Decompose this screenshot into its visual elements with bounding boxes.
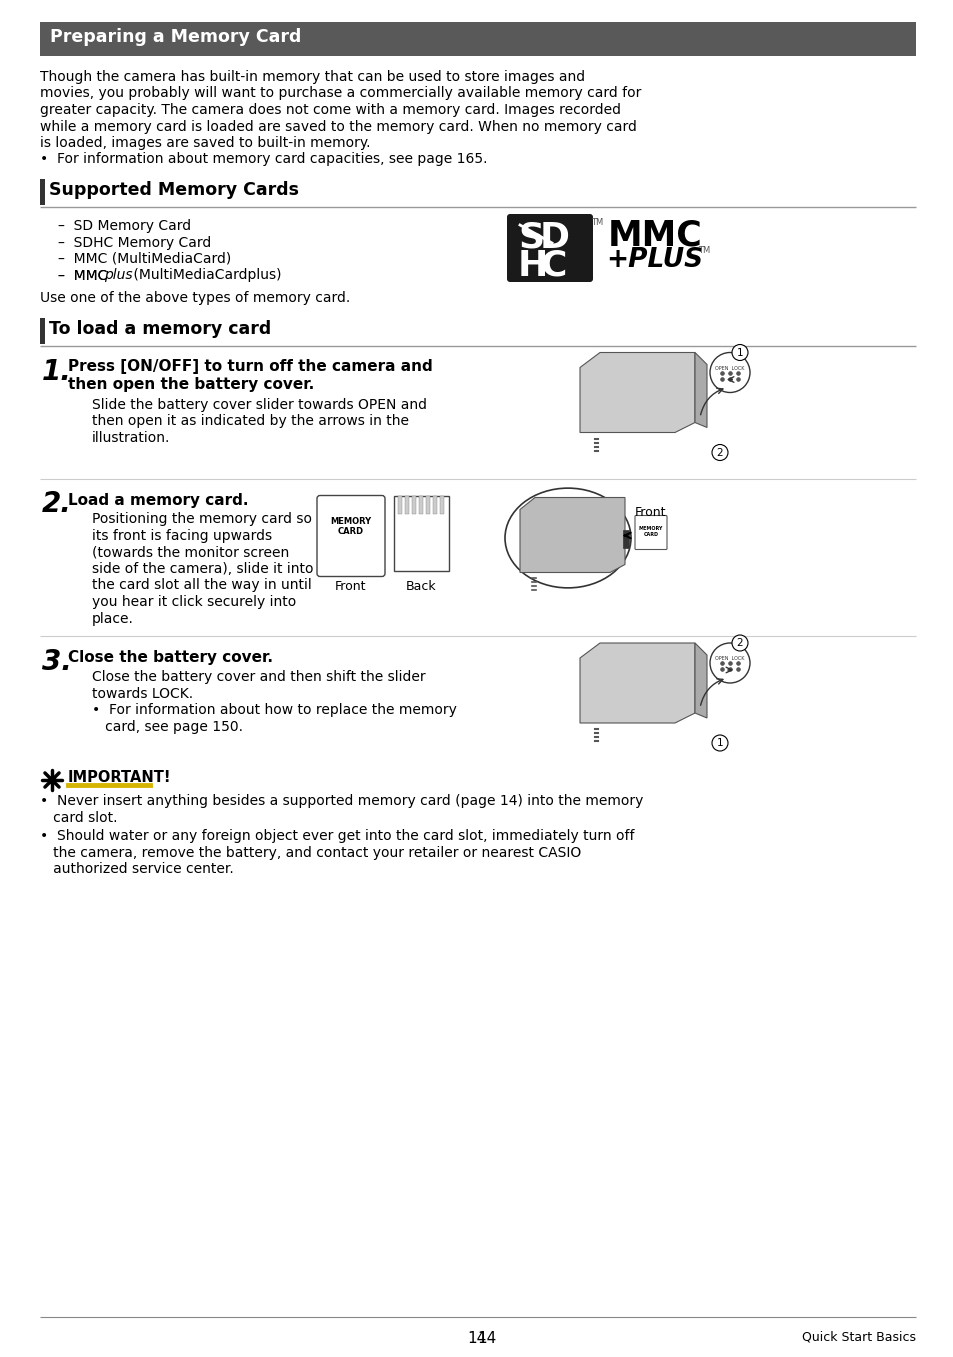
Text: (MultiMediaCardplus): (MultiMediaCardplus) <box>129 269 281 282</box>
Bar <box>405 495 409 513</box>
Text: –  SD Memory Card: – SD Memory Card <box>58 218 191 233</box>
Text: MEMORY: MEMORY <box>639 525 662 531</box>
Text: Close the battery cover.: Close the battery cover. <box>68 650 273 665</box>
Text: IMPORTANT!: IMPORTANT! <box>68 769 172 784</box>
Text: Front: Front <box>635 506 666 518</box>
Bar <box>622 529 628 547</box>
Text: –  SDHC Memory Card: – SDHC Memory Card <box>58 236 211 250</box>
Text: the camera, remove the battery, and contact your retailer or nearest CASIO: the camera, remove the battery, and cont… <box>40 845 580 859</box>
Text: you hear it click securely into: you hear it click securely into <box>91 594 296 609</box>
Text: MEMORY: MEMORY <box>330 517 371 527</box>
Text: 1: 1 <box>716 738 722 748</box>
Text: plus: plus <box>104 269 132 282</box>
Polygon shape <box>519 498 624 573</box>
Text: place.: place. <box>91 612 133 626</box>
Text: –  MMC (MultiMediaCard): – MMC (MultiMediaCard) <box>58 252 231 266</box>
Circle shape <box>709 643 749 683</box>
Text: Back: Back <box>405 579 436 593</box>
Text: OPEN  LOCK: OPEN LOCK <box>715 365 744 370</box>
Text: is loaded, images are saved to built-in memory.: is loaded, images are saved to built-in … <box>40 136 370 151</box>
Text: the card slot all the way in until: the card slot all the way in until <box>91 578 312 593</box>
Text: card, see page 150.: card, see page 150. <box>91 719 243 734</box>
Polygon shape <box>695 643 706 718</box>
Text: To load a memory card: To load a memory card <box>49 319 271 338</box>
Text: Load a memory card.: Load a memory card. <box>68 493 248 508</box>
Bar <box>40 22 915 56</box>
Text: while a memory card is loaded are saved to the memory card. When no memory card: while a memory card is loaded are saved … <box>40 119 637 133</box>
Text: then open it as indicated by the arrows in the: then open it as indicated by the arrows … <box>91 414 409 427</box>
Text: then open the battery cover.: then open the battery cover. <box>68 376 314 392</box>
Circle shape <box>731 635 747 651</box>
Circle shape <box>711 735 727 750</box>
Text: Supported Memory Cards: Supported Memory Cards <box>49 180 298 199</box>
FancyBboxPatch shape <box>506 214 593 282</box>
Text: Slide the battery cover slider towards OPEN and: Slide the battery cover slider towards O… <box>91 398 427 411</box>
Text: Positioning the memory card so: Positioning the memory card so <box>91 513 312 527</box>
Text: •  Should water or any foreign object ever get into the card slot, immediately t: • Should water or any foreign object eve… <box>40 829 634 843</box>
Bar <box>418 495 422 513</box>
Text: movies, you probably will want to purchase a commercially available memory card : movies, you probably will want to purcha… <box>40 87 640 100</box>
Text: Though the camera has built-in memory that can be used to store images and: Though the camera has built-in memory th… <box>40 71 584 84</box>
Text: card slot.: card slot. <box>40 810 117 825</box>
Text: Close the battery cover and then shift the slider: Close the battery cover and then shift t… <box>91 670 425 684</box>
Polygon shape <box>695 353 706 427</box>
Text: Preparing a Memory Card: Preparing a Memory Card <box>50 28 301 46</box>
Text: H: H <box>517 248 548 284</box>
Polygon shape <box>579 353 695 433</box>
Text: towards LOCK.: towards LOCK. <box>91 687 193 700</box>
Text: side of the camera), slide it into: side of the camera), slide it into <box>91 562 314 575</box>
Bar <box>397 495 401 513</box>
Text: (towards the monitor screen: (towards the monitor screen <box>91 546 289 559</box>
Text: MMC: MMC <box>607 218 702 252</box>
Text: +PLUS: +PLUS <box>605 247 702 273</box>
Text: Press [ON/OFF] to turn off the camera and: Press [ON/OFF] to turn off the camera an… <box>68 360 433 375</box>
Text: 1: 1 <box>736 347 742 357</box>
Text: illustration.: illustration. <box>91 430 171 445</box>
Circle shape <box>731 345 747 361</box>
Bar <box>439 495 443 513</box>
Text: Quick Start Basics: Quick Start Basics <box>801 1331 915 1343</box>
Bar <box>433 495 436 513</box>
Polygon shape <box>579 643 695 723</box>
Text: greater capacity. The camera does not come with a memory card. Images recorded: greater capacity. The camera does not co… <box>40 103 620 117</box>
Circle shape <box>711 445 727 460</box>
Text: 3.: 3. <box>42 649 71 676</box>
Text: •  For information about how to replace the memory: • For information about how to replace t… <box>91 703 456 716</box>
Text: OPEN  LOCK: OPEN LOCK <box>715 655 744 661</box>
Text: 14: 14 <box>476 1331 496 1346</box>
Text: S: S <box>517 221 543 255</box>
Text: Use one of the above types of memory card.: Use one of the above types of memory car… <box>40 290 350 305</box>
FancyBboxPatch shape <box>635 516 666 550</box>
Text: 2: 2 <box>716 448 722 457</box>
Bar <box>412 495 416 513</box>
Text: 1.: 1. <box>42 357 71 385</box>
Text: 2.: 2. <box>42 490 71 518</box>
Text: CARD: CARD <box>337 527 364 536</box>
FancyBboxPatch shape <box>316 495 385 577</box>
Text: 2: 2 <box>736 638 742 649</box>
Text: 14: 14 <box>467 1331 486 1346</box>
Bar <box>426 495 430 513</box>
Text: Front: Front <box>335 579 366 593</box>
Text: TM: TM <box>590 218 602 227</box>
Circle shape <box>709 353 749 392</box>
Bar <box>40 179 45 205</box>
Text: authorized service center.: authorized service center. <box>40 862 233 877</box>
Bar <box>394 495 449 570</box>
Text: •  Never insert anything besides a supported memory card (page 14) into the memo: • Never insert anything besides a suppor… <box>40 794 642 807</box>
Text: TM: TM <box>698 246 709 255</box>
Text: •  For information about memory card capacities, see page 165.: • For information about memory card capa… <box>40 152 487 167</box>
Text: –  MMC: – MMC <box>58 269 108 282</box>
Text: –  MMC: – MMC <box>58 269 108 282</box>
Ellipse shape <box>504 489 630 588</box>
Bar <box>40 318 45 343</box>
Text: its front is facing upwards: its front is facing upwards <box>91 529 272 543</box>
Text: C: C <box>539 248 566 284</box>
Text: D: D <box>539 221 569 255</box>
Text: CARD: CARD <box>643 532 658 536</box>
